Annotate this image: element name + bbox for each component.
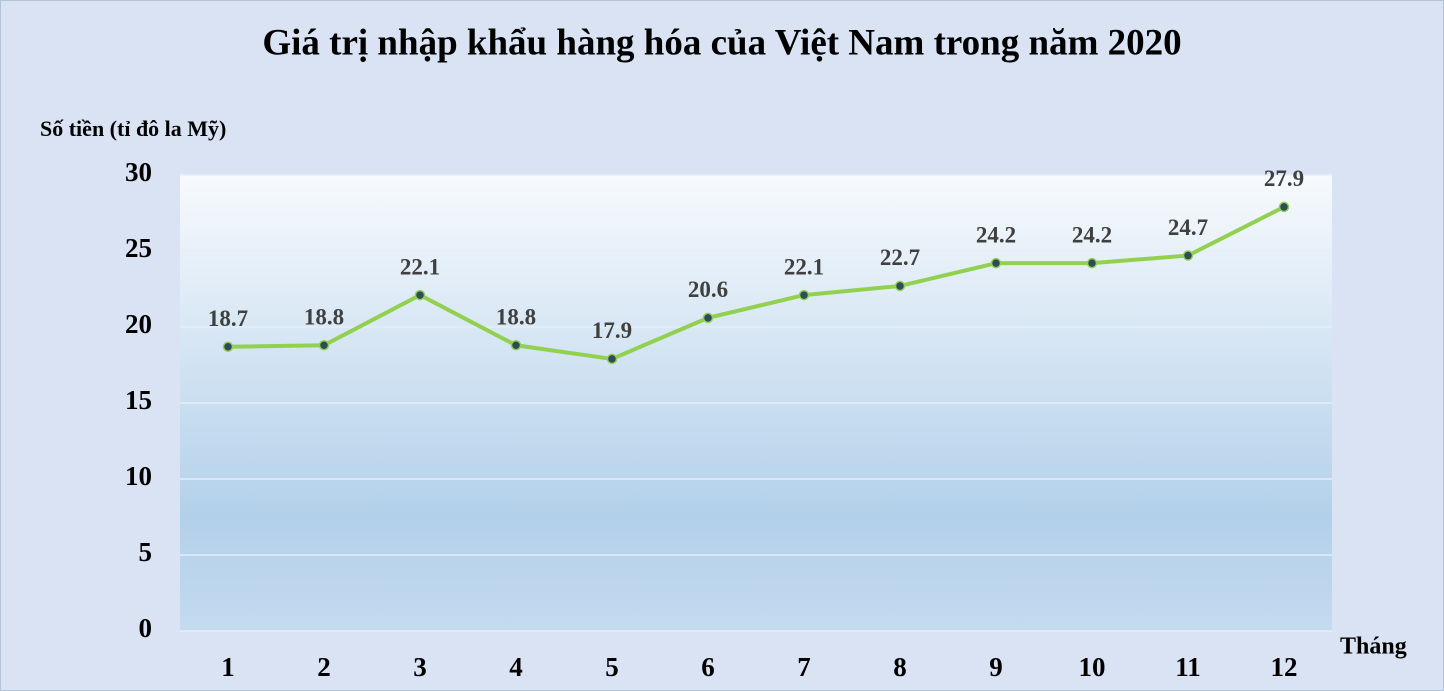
data-point [414,289,426,301]
data-label: 18.8 [304,305,344,330]
data-label: 27.9 [1264,166,1304,191]
data-point [606,353,618,365]
data-label: 22.1 [784,254,824,279]
data-point [1086,257,1098,269]
y-tick-label: 20 [125,309,152,339]
data-label: 24.2 [976,222,1016,247]
data-label: 17.9 [592,318,632,343]
data-label: 24.2 [1072,222,1112,247]
data-point [222,341,234,353]
data-point [1278,201,1290,213]
data-label: 22.1 [400,254,440,279]
data-point [990,257,1002,269]
y-axis-label: Số tiền (tỉ đô la Mỹ) [40,116,226,141]
data-line [227,205,1285,361]
x-tick-label: 8 [893,652,907,682]
x-tick-label: 3 [413,652,427,682]
x-tick-label: 1 [221,652,235,682]
x-tick-label: 9 [989,652,1003,682]
x-tick-label: 12 [1271,652,1298,682]
y-tick-label: 0 [139,613,153,643]
data-label: 18.7 [208,306,248,331]
data-point [702,312,714,324]
data-point [1182,250,1194,261]
data-point [318,339,330,351]
x-tick-label: 4 [509,652,523,682]
x-tick-label: 11 [1175,652,1201,682]
data-label: 22.7 [880,245,920,270]
data-point [510,339,522,351]
x-tick-label: 5 [605,652,619,682]
data-label: 18.8 [496,305,536,330]
x-tick-label: 2 [317,652,331,682]
y-tick-label: 5 [139,537,153,567]
data-label: 20.6 [688,277,728,302]
x-tick-label: 6 [701,652,715,682]
data-point [894,280,906,292]
x-tick-label: 7 [797,652,811,682]
data-point [798,289,810,301]
chart-title: Giá trị nhập khẩu hàng hóa của Việt Nam … [262,22,1181,63]
x-tick-label: 10 [1079,652,1106,682]
y-tick-label: 30 [125,157,152,187]
data-label: 24.7 [1168,215,1208,240]
y-tick-label: 25 [125,233,152,263]
x-axis-label: Tháng [1340,634,1407,660]
y-tick-label: 10 [125,461,152,491]
y-tick-label: 15 [125,385,152,415]
